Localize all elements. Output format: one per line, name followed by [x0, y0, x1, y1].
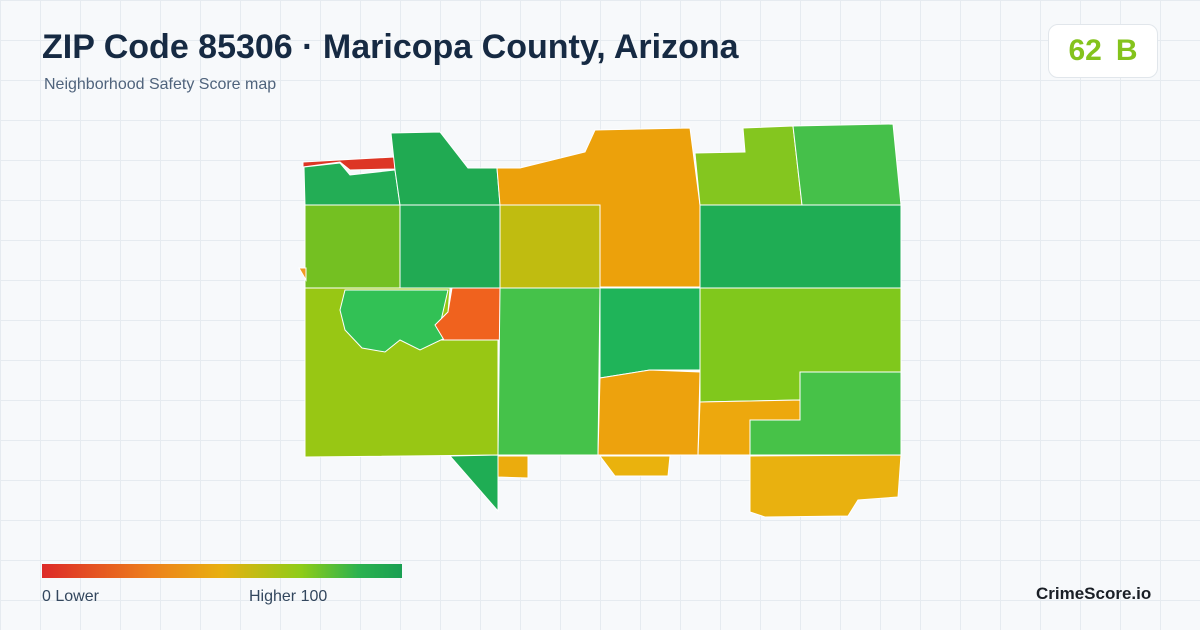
map-area-north-east-2[interactable]: [792, 123, 902, 206]
legend-low-label: 0 Lower: [42, 588, 99, 605]
page-title: ZIP Code 85306 · Maricopa County, Arizon…: [42, 28, 739, 66]
map-area-south-small-2[interactable]: [599, 455, 671, 477]
map-area-central-2[interactable]: [499, 204, 601, 289]
map-area-east-band[interactable]: [699, 204, 902, 289]
page-subtitle: Neighborhood Safety Score map: [44, 76, 277, 93]
map-area-south-small-1[interactable]: [497, 455, 529, 479]
map-area-west-notch[interactable]: [298, 267, 307, 282]
legend-high-label: Higher 100: [249, 588, 328, 605]
map-area-green-blob[interactable]: [339, 289, 449, 353]
map-area-south-tail[interactable]: [448, 454, 499, 513]
map-area-south-center-2[interactable]: [599, 287, 701, 379]
map-area-south-orange-1[interactable]: [597, 369, 701, 456]
map-area-west-1[interactable]: [304, 204, 401, 289]
map-area-south-center-1[interactable]: [497, 287, 601, 456]
map-area-southeast-green[interactable]: [749, 371, 902, 456]
brand-label: CrimeScore.io: [1036, 584, 1152, 603]
score-grade: B: [1115, 34, 1138, 67]
header: ZIP Code 85306 · Maricopa County, Arizon…: [0, 0, 1200, 96]
map-area-north-1[interactable]: [390, 131, 501, 206]
map-area-central-1[interactable]: [399, 204, 501, 289]
legend: 0 Lower Higher 100: [42, 564, 402, 605]
legend-gradient-bar: [42, 564, 402, 578]
map-area-southeast-bottom[interactable]: [749, 454, 902, 518]
score-badge: 62 B: [1048, 24, 1158, 78]
score-value: 62: [1068, 34, 1102, 67]
map-area-north-east-1[interactable]: [694, 125, 803, 206]
